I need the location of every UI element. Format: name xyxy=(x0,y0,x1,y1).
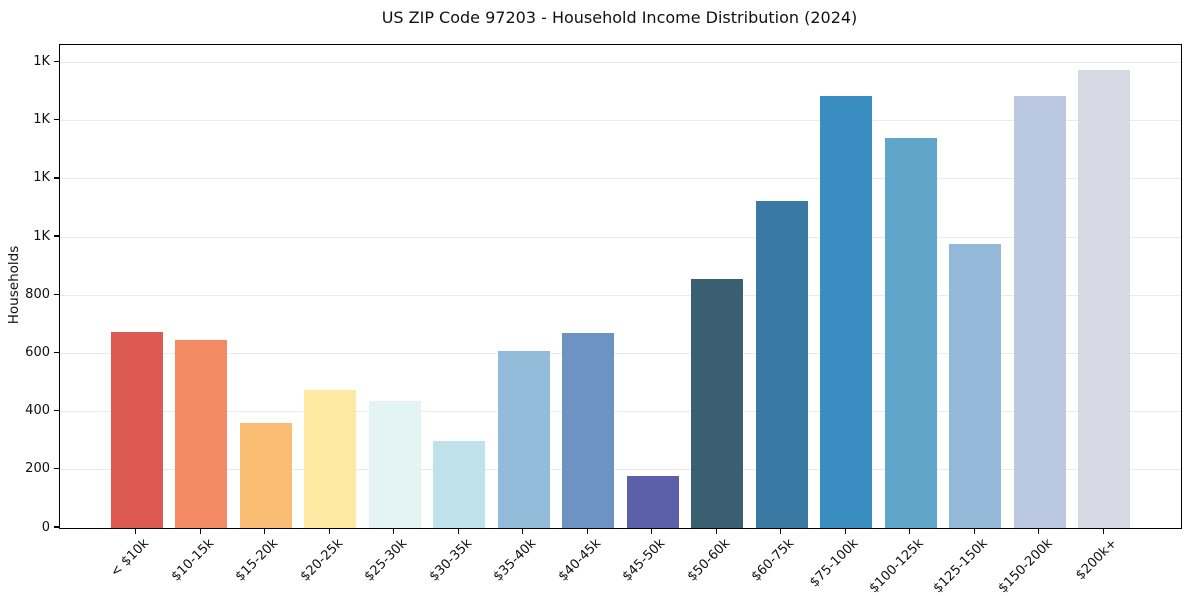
y-tick-mark xyxy=(54,351,59,354)
x-tick-mark xyxy=(135,528,137,534)
bar xyxy=(497,350,550,528)
gridline xyxy=(60,469,1181,471)
x-tick-mark xyxy=(522,528,524,534)
y-tick-mark xyxy=(54,526,59,528)
x-tick-mark xyxy=(328,528,330,534)
y-tick-label: 200 xyxy=(25,461,50,477)
bar xyxy=(949,244,1002,528)
x-tick-label: $45-50k xyxy=(619,536,669,585)
x-tick-mark xyxy=(651,528,653,534)
x-tick-label: $40-45k xyxy=(555,536,604,585)
y-tick-label: 1K xyxy=(33,170,50,186)
gridline xyxy=(60,120,1181,122)
x-tick-mark xyxy=(844,528,846,534)
x-tick-mark xyxy=(780,528,782,534)
y-tick-mark xyxy=(54,60,59,63)
bar xyxy=(1013,95,1066,528)
y-tick-label: 400 xyxy=(25,403,50,419)
y-tick-mark xyxy=(54,468,59,470)
x-tick-mark xyxy=(199,528,201,534)
x-tick-mark xyxy=(457,528,459,534)
x-tick-label: $30-35k xyxy=(426,536,475,585)
x-tick-label: $15-20k xyxy=(232,536,282,585)
bar xyxy=(304,389,357,528)
bar xyxy=(626,476,679,528)
bar xyxy=(110,331,163,528)
bar xyxy=(1078,69,1131,528)
bar xyxy=(433,440,486,528)
y-axis-label: Households xyxy=(6,245,22,325)
gridline xyxy=(60,352,1181,354)
y-tick-label: 1K xyxy=(33,112,50,128)
x-tick-label: $50-60k xyxy=(684,536,733,585)
x-tick-mark xyxy=(909,528,911,534)
gridline xyxy=(60,178,1181,180)
x-tick-mark xyxy=(715,528,717,534)
y-tick-label: 1K xyxy=(33,228,50,244)
chart-title: US ZIP Code 97203 - Household Income Dis… xyxy=(381,8,858,27)
bar xyxy=(755,200,808,528)
x-tick-label: $200k+ xyxy=(1072,536,1120,584)
x-tick-mark xyxy=(1038,528,1040,534)
y-tick-mark xyxy=(54,409,59,412)
x-tick-label: $20-25k xyxy=(297,536,346,585)
gridline xyxy=(60,236,1181,238)
x-tick-label: $25-30k xyxy=(361,536,411,585)
x-tick-mark xyxy=(973,528,975,534)
bar xyxy=(239,423,292,528)
y-tick-label: 600 xyxy=(25,344,50,360)
gridline xyxy=(60,411,1181,413)
x-tick-label: $150-200k xyxy=(995,536,1056,596)
y-tick-mark xyxy=(54,235,59,237)
y-tick-label: 1K xyxy=(33,53,50,69)
x-tick-label: $10-15k xyxy=(168,536,217,585)
y-tick-label: 800 xyxy=(25,286,50,302)
x-tick-label: $35-40k xyxy=(490,536,540,585)
plot-area xyxy=(59,44,1182,529)
x-tick-label: $60-75k xyxy=(748,536,798,585)
bar xyxy=(820,95,873,528)
bar xyxy=(368,401,421,528)
gridline xyxy=(60,294,1181,296)
bar xyxy=(691,279,744,528)
gridline xyxy=(60,61,1181,63)
x-tick-mark xyxy=(393,528,395,534)
x-tick-label: $100-125k xyxy=(866,536,927,596)
x-tick-label: < $10k xyxy=(108,536,153,581)
y-tick-mark xyxy=(54,293,59,295)
x-tick-mark xyxy=(1102,528,1104,534)
y-tick-label: 0 xyxy=(41,519,50,535)
y-tick-mark xyxy=(54,177,59,179)
x-tick-mark xyxy=(586,528,588,534)
x-tick-mark xyxy=(264,528,266,534)
bar xyxy=(884,138,937,528)
y-tick-mark xyxy=(54,118,59,121)
bar xyxy=(562,333,615,528)
x-tick-label: $75-100k xyxy=(807,536,862,591)
bar xyxy=(175,340,228,528)
x-tick-label: $125-150k xyxy=(930,536,991,596)
